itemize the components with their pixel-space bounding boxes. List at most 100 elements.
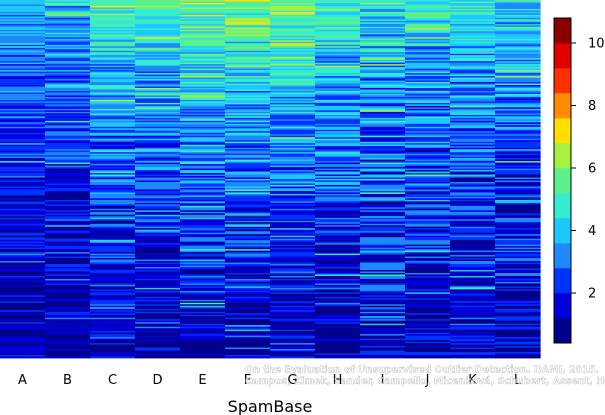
heatmap-cell bbox=[270, 58, 316, 61]
heatmap-cell bbox=[90, 110, 136, 113]
heatmap-cell bbox=[180, 308, 226, 311]
heatmap-cell bbox=[360, 61, 406, 64]
heatmap-cell bbox=[405, 146, 451, 149]
heatmap-cell bbox=[225, 190, 271, 193]
heatmap-cell bbox=[450, 298, 496, 301]
heatmap-cell bbox=[225, 80, 271, 83]
heatmap-cell bbox=[450, 202, 496, 205]
heatmap-cell bbox=[360, 326, 406, 329]
heatmap-cell bbox=[450, 259, 496, 262]
heatmap-cell bbox=[180, 299, 226, 302]
heatmap-cell bbox=[495, 189, 541, 192]
heatmap-cell bbox=[270, 267, 316, 269]
heatmap-cell bbox=[180, 193, 226, 196]
heatmap-cell bbox=[405, 59, 451, 62]
heatmap-cell bbox=[360, 237, 406, 240]
heatmap-cell bbox=[450, 186, 496, 189]
heatmap-cell bbox=[135, 101, 181, 104]
heatmap-cell bbox=[180, 213, 226, 216]
heatmap-cell bbox=[225, 235, 271, 238]
heatmap-cell bbox=[135, 322, 181, 325]
heatmap-cell bbox=[90, 164, 136, 166]
heatmap-cell bbox=[405, 25, 451, 28]
heatmap-cell bbox=[270, 122, 316, 125]
heatmap-cell bbox=[0, 181, 46, 184]
heatmap-cell bbox=[270, 305, 316, 308]
heatmap-cell bbox=[90, 244, 136, 247]
heatmap-cell bbox=[405, 8, 451, 11]
heatmap-cell bbox=[135, 250, 181, 253]
heatmap-cell bbox=[315, 256, 361, 259]
heatmap-cell bbox=[450, 164, 496, 166]
heatmap-cell bbox=[360, 356, 406, 359]
heatmap-cell bbox=[0, 302, 46, 305]
heatmap-cell bbox=[360, 120, 406, 123]
heatmap-cell bbox=[495, 174, 541, 177]
heatmap-cell bbox=[495, 193, 541, 196]
heatmap-cell bbox=[450, 278, 496, 281]
heatmap-cell bbox=[450, 314, 496, 317]
heatmap-cell bbox=[90, 37, 136, 40]
heatmap-cell bbox=[315, 204, 361, 207]
heatmap-cell bbox=[405, 64, 451, 67]
heatmap-cell bbox=[90, 211, 136, 214]
heatmap-cell bbox=[135, 164, 181, 166]
heatmap-cell bbox=[495, 134, 541, 137]
heatmap-cell bbox=[90, 271, 136, 274]
heatmap-cell bbox=[360, 189, 406, 192]
heatmap-cell bbox=[450, 280, 496, 283]
heatmap-cell bbox=[180, 61, 226, 64]
heatmap-cell bbox=[90, 302, 136, 305]
heatmap-cell bbox=[405, 2, 451, 5]
heatmap-cell bbox=[360, 295, 406, 298]
heatmap-cell bbox=[180, 226, 226, 229]
heatmap-cell bbox=[180, 108, 226, 111]
heatmap-cell bbox=[180, 290, 226, 293]
heatmap-cell bbox=[495, 281, 541, 284]
heatmap-cell bbox=[0, 314, 46, 317]
heatmap-cell bbox=[180, 62, 226, 65]
heatmap-cell bbox=[0, 111, 46, 114]
heatmap-cell bbox=[90, 283, 136, 286]
heatmap-cell bbox=[135, 70, 181, 72]
heatmap-cell bbox=[225, 119, 271, 122]
heatmap-cell bbox=[450, 204, 496, 207]
heatmap-cell bbox=[180, 137, 226, 140]
heatmap-cell bbox=[225, 31, 271, 34]
heatmap-cell bbox=[135, 189, 181, 192]
heatmap-cell bbox=[315, 277, 361, 280]
heatmap-cell bbox=[90, 132, 136, 135]
heatmap-cell bbox=[270, 101, 316, 104]
heatmap-cell bbox=[270, 2, 316, 5]
heatmap-cell bbox=[180, 232, 226, 235]
heatmap-cell bbox=[495, 80, 541, 83]
heatmap-cell bbox=[270, 65, 316, 68]
heatmap-cell bbox=[90, 4, 136, 7]
heatmap-cell bbox=[45, 71, 91, 74]
heatmap-cell bbox=[495, 323, 541, 326]
heatmap-cell bbox=[45, 256, 91, 259]
heatmap-cell bbox=[270, 46, 316, 49]
heatmap-cell bbox=[90, 317, 136, 320]
heatmap-cell bbox=[270, 247, 316, 250]
heatmap-cell bbox=[450, 168, 496, 171]
heatmap-cell bbox=[270, 349, 316, 351]
heatmap-cell bbox=[0, 225, 46, 228]
credit-line-1: On the Evaluation of Unsupervised Outlie… bbox=[245, 365, 599, 376]
heatmap-cell bbox=[270, 32, 316, 35]
heatmap-cell bbox=[360, 126, 406, 129]
heatmap-cell bbox=[90, 340, 136, 342]
heatmap-cell bbox=[405, 88, 451, 90]
heatmap-cell bbox=[225, 43, 271, 46]
heatmap-cell bbox=[135, 90, 181, 93]
heatmap-cell bbox=[450, 338, 496, 341]
heatmap-cell bbox=[495, 67, 541, 70]
heatmap-cell bbox=[0, 64, 46, 67]
heatmap-cell bbox=[360, 323, 406, 326]
heatmap-cell bbox=[495, 187, 541, 190]
heatmap-cell bbox=[0, 13, 46, 16]
heatmap-cell bbox=[450, 171, 496, 174]
heatmap-cell bbox=[450, 187, 496, 190]
heatmap-cell bbox=[360, 301, 406, 304]
heatmap-cell bbox=[405, 298, 451, 301]
